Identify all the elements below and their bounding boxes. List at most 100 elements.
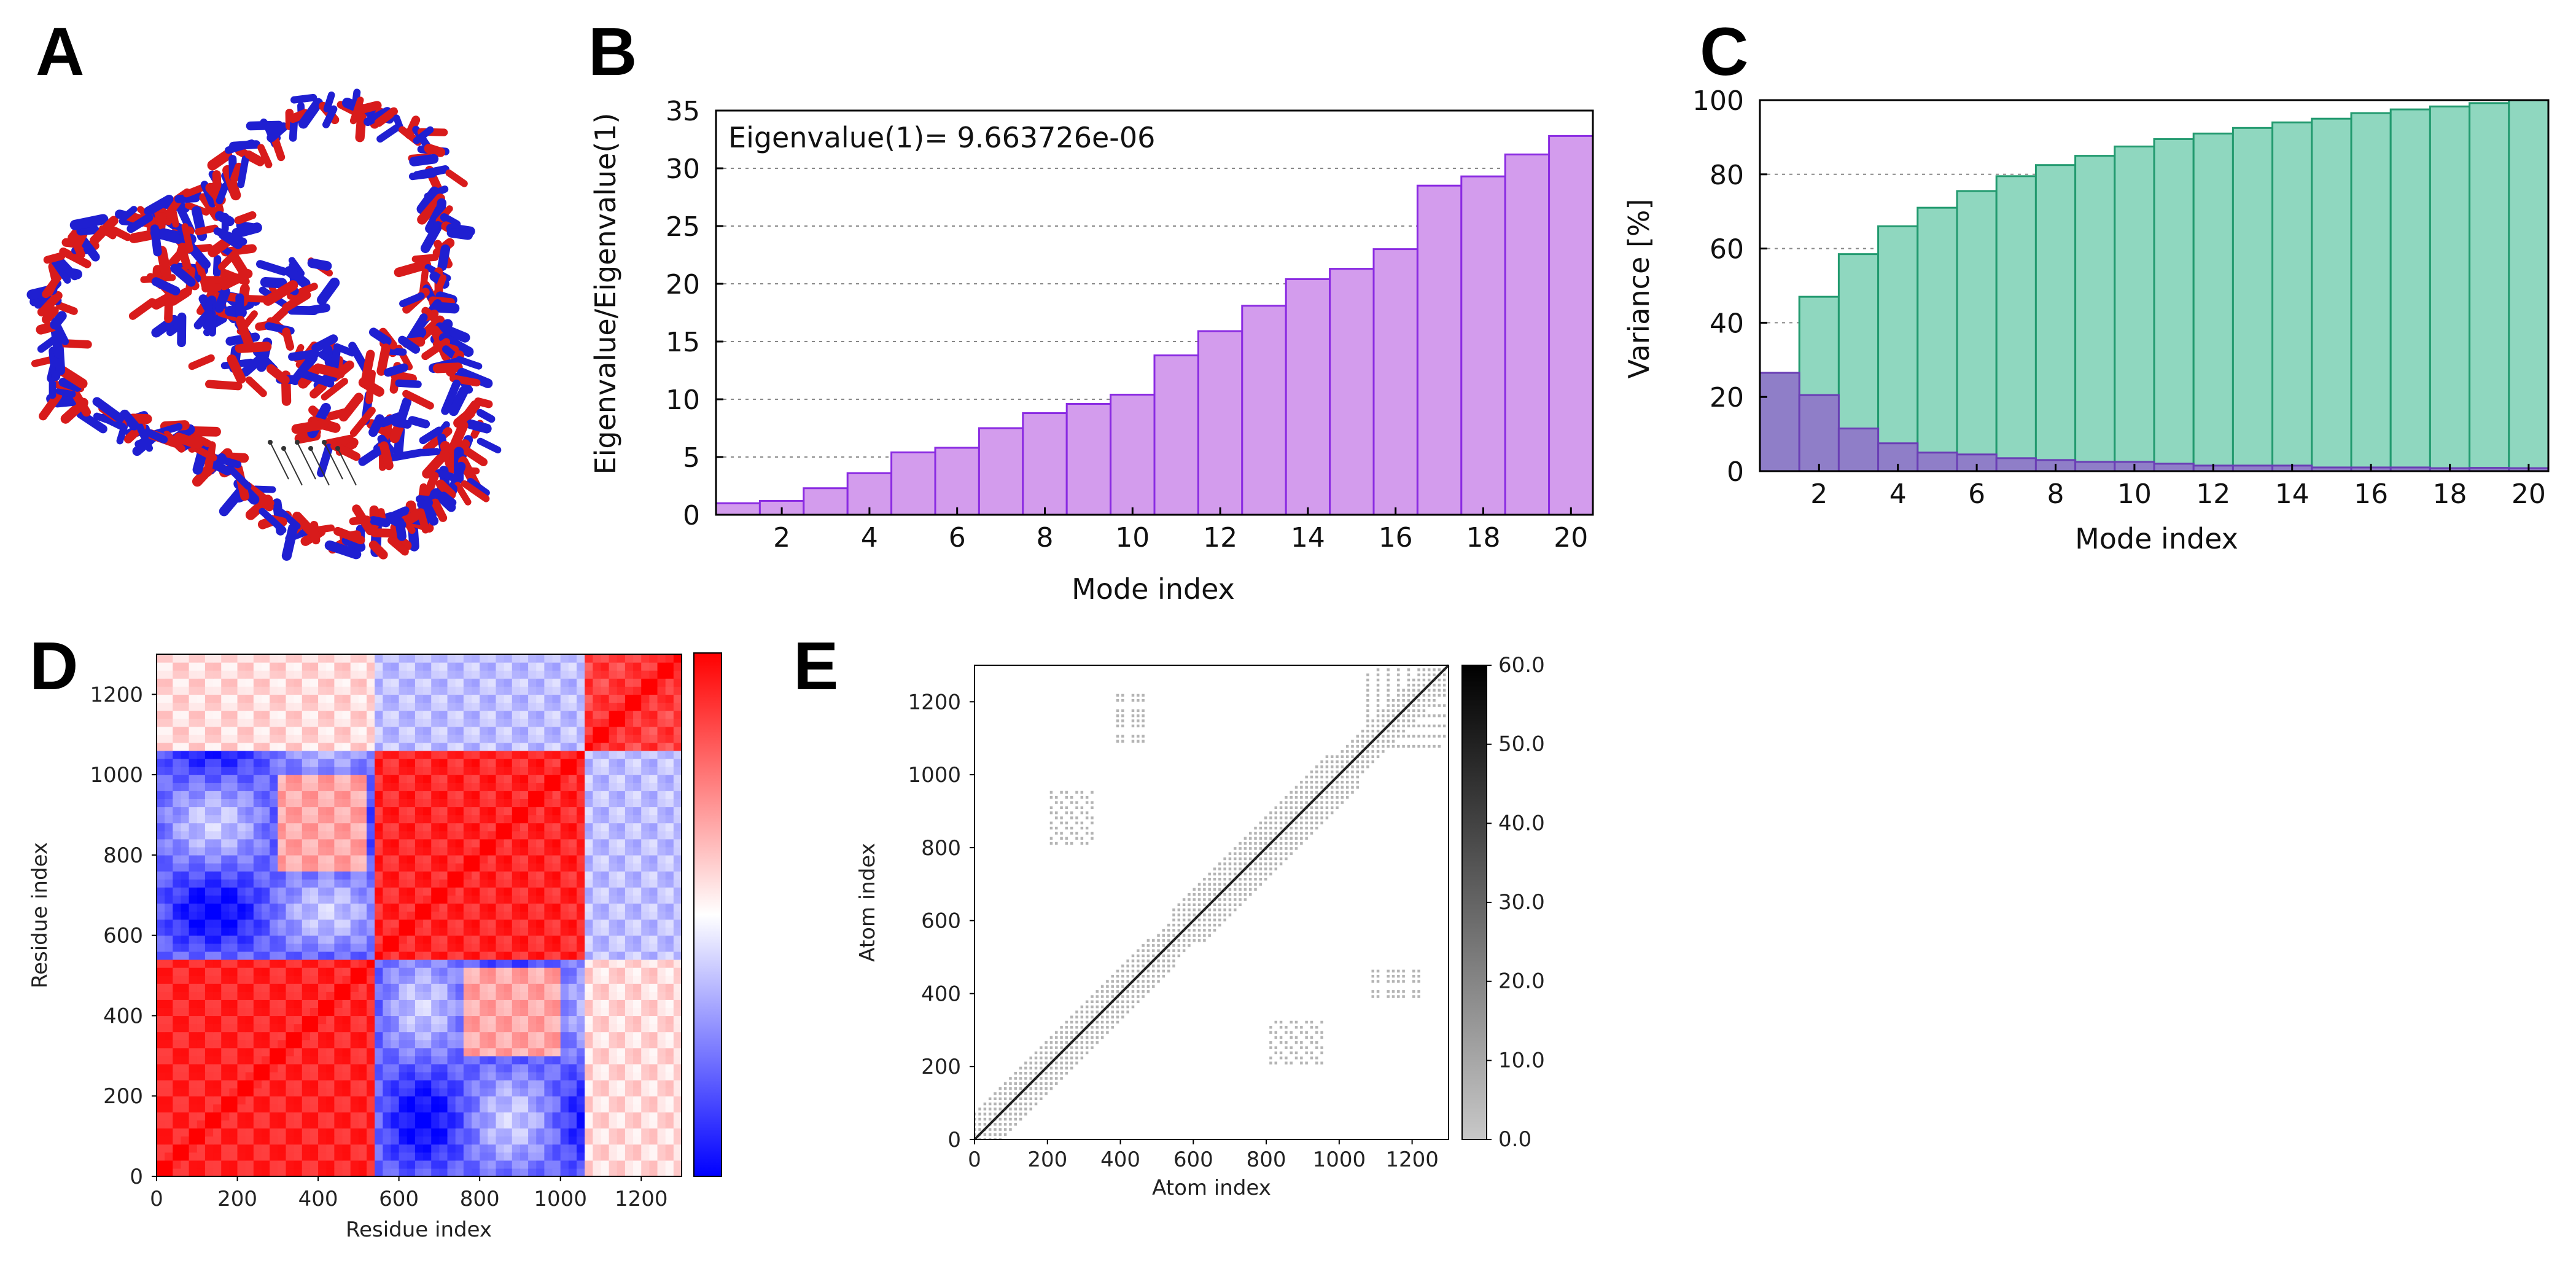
ribbon-segment xyxy=(422,447,451,479)
heatmap-cell xyxy=(528,1023,537,1033)
contact-point xyxy=(1009,1092,1012,1095)
heatmap-cell xyxy=(229,815,238,824)
heatmap-cell xyxy=(407,799,416,808)
heatmap-cell xyxy=(447,775,456,783)
x-tick-label: 2 xyxy=(773,522,790,553)
heatmap-cell xyxy=(334,1031,343,1041)
heatmap-cell xyxy=(229,1096,238,1104)
heatmap-cell xyxy=(309,943,319,952)
heatmap-cell xyxy=(197,846,206,856)
heatmap-cell xyxy=(504,1023,513,1033)
heatmap-cell xyxy=(318,927,327,936)
heatmap-cell xyxy=(262,759,270,767)
heatmap-cell xyxy=(617,871,626,880)
heatmap-cell xyxy=(294,1112,303,1121)
heatmap-cell xyxy=(609,775,618,783)
heatmap-cell xyxy=(673,846,682,856)
heatmap-cell xyxy=(641,871,650,880)
heatmap-cell xyxy=(358,686,367,695)
heatmap-cell xyxy=(657,710,666,719)
heatmap-cell xyxy=(414,823,424,832)
heatmap-cell xyxy=(358,767,367,775)
heatmap-cell xyxy=(221,799,230,808)
heatmap-cell xyxy=(544,1112,553,1121)
heatmap-cell xyxy=(431,927,440,936)
heatmap-cell xyxy=(197,1088,206,1096)
heatmap-cell xyxy=(229,1039,238,1049)
heatmap-cell xyxy=(568,959,577,968)
heatmap-cell xyxy=(318,863,327,872)
heatmap-cell xyxy=(358,854,367,864)
heatmap-cell xyxy=(519,1152,529,1161)
heatmap-cell xyxy=(423,903,432,912)
heatmap-cell xyxy=(480,1168,488,1176)
heatmap-cell xyxy=(391,670,400,679)
heatmap-cell xyxy=(302,830,311,840)
heatmap-cell xyxy=(649,838,658,848)
heatmap-cell xyxy=(375,1096,383,1104)
cumulative-bar xyxy=(2192,132,2234,472)
heatmap-cell xyxy=(568,991,577,1000)
ribbon-segment xyxy=(409,154,439,166)
heatmap-cell xyxy=(237,1152,246,1161)
heatmap-cell xyxy=(568,1112,577,1121)
heatmap-cell xyxy=(334,879,343,888)
heatmap-cell xyxy=(665,967,674,976)
heatmap-cell xyxy=(399,678,408,687)
heatmap-cell xyxy=(294,943,303,952)
heatmap-cell xyxy=(221,1023,230,1033)
heatmap-cell xyxy=(431,1128,440,1137)
heatmap-cell xyxy=(334,823,343,832)
heatmap-cell xyxy=(496,670,505,679)
heatmap-cell xyxy=(302,1080,311,1088)
heatmap-cell xyxy=(439,871,448,880)
heatmap-cell xyxy=(641,959,650,968)
heatmap-cell xyxy=(213,1015,222,1025)
heatmap-cell xyxy=(181,999,190,1008)
heatmap-cell xyxy=(617,846,626,856)
heatmap-cell xyxy=(318,999,327,1008)
heatmap-cell xyxy=(552,1120,561,1129)
heatmap-cell xyxy=(439,775,448,783)
heatmap-cell xyxy=(350,1128,359,1137)
heatmap-cell xyxy=(173,654,182,663)
x-tick-label: 18 xyxy=(1466,522,1501,553)
heatmap-cell xyxy=(455,959,464,968)
heatmap-cell xyxy=(480,967,488,976)
heatmap-cell xyxy=(657,1136,666,1145)
heatmap-cell xyxy=(504,895,513,904)
heatmap-cell xyxy=(447,1063,456,1073)
heatmap-cell xyxy=(204,702,214,711)
heatmap-cell xyxy=(391,750,400,759)
heatmap-cell xyxy=(536,1080,545,1088)
heatmap-cell xyxy=(278,1031,287,1041)
heatmap-cell xyxy=(601,951,610,960)
heatmap-cell xyxy=(367,815,375,824)
heatmap-cell xyxy=(342,943,351,952)
heatmap-cell xyxy=(165,846,173,856)
ribbon-segment xyxy=(288,349,320,361)
heatmap-cell xyxy=(480,799,488,808)
heatmap-cell xyxy=(673,710,682,719)
heatmap-cell xyxy=(326,678,335,687)
heatmap-cell xyxy=(593,710,602,719)
heatmap-cell xyxy=(601,1120,610,1129)
heatmap-cell xyxy=(577,951,585,960)
heatmap-cell xyxy=(641,694,650,703)
heatmap-cell xyxy=(407,823,416,832)
heatmap-cell xyxy=(318,935,327,944)
heatmap-cell xyxy=(294,815,303,824)
heatmap-cell xyxy=(439,911,448,920)
heatmap-cell xyxy=(229,1152,238,1161)
heatmap-cell xyxy=(455,846,464,856)
heatmap-cell xyxy=(488,903,497,912)
heatmap-cell xyxy=(601,1168,610,1176)
heatmap-cell xyxy=(391,1047,400,1057)
heatmap-cell xyxy=(488,1063,497,1073)
heatmap-cell xyxy=(657,1120,666,1129)
mode-arrow xyxy=(310,448,330,486)
contact-point xyxy=(1003,1097,1007,1100)
heatmap-cell xyxy=(302,670,311,679)
heatmap-cell xyxy=(358,846,367,856)
heatmap-cell xyxy=(189,1144,198,1153)
